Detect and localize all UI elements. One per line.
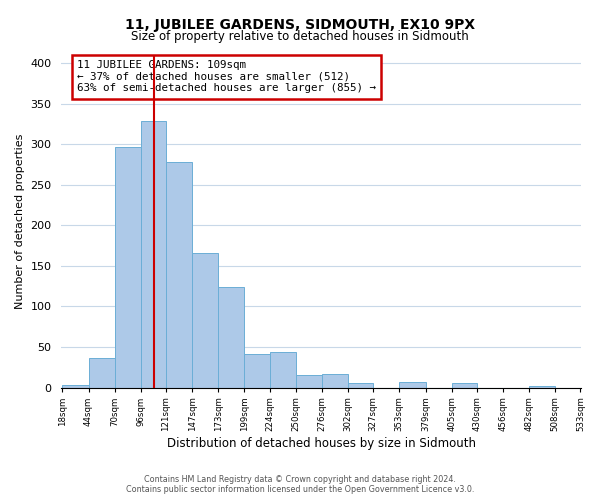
- X-axis label: Distribution of detached houses by size in Sidmouth: Distribution of detached houses by size …: [167, 437, 476, 450]
- Text: 11 JUBILEE GARDENS: 109sqm
← 37% of detached houses are smaller (512)
63% of sem: 11 JUBILEE GARDENS: 109sqm ← 37% of deta…: [77, 60, 376, 93]
- Bar: [115, 146, 141, 388]
- Bar: [296, 374, 322, 388]
- Bar: [529, 386, 555, 388]
- Bar: [400, 382, 425, 388]
- Text: 11, JUBILEE GARDENS, SIDMOUTH, EX10 9PX: 11, JUBILEE GARDENS, SIDMOUTH, EX10 9PX: [125, 18, 475, 32]
- Bar: [166, 162, 192, 388]
- Text: Size of property relative to detached houses in Sidmouth: Size of property relative to detached ho…: [131, 30, 469, 43]
- Bar: [322, 374, 348, 388]
- Y-axis label: Number of detached properties: Number of detached properties: [15, 134, 25, 309]
- Bar: [348, 384, 373, 388]
- Bar: [218, 287, 244, 388]
- Bar: [452, 382, 477, 388]
- Bar: [62, 385, 89, 388]
- Bar: [269, 352, 296, 388]
- Bar: [244, 354, 269, 388]
- Text: Contains HM Land Registry data © Crown copyright and database right 2024.
Contai: Contains HM Land Registry data © Crown c…: [126, 474, 474, 494]
- Bar: [89, 358, 115, 388]
- Bar: [192, 253, 218, 388]
- Bar: [141, 120, 166, 388]
